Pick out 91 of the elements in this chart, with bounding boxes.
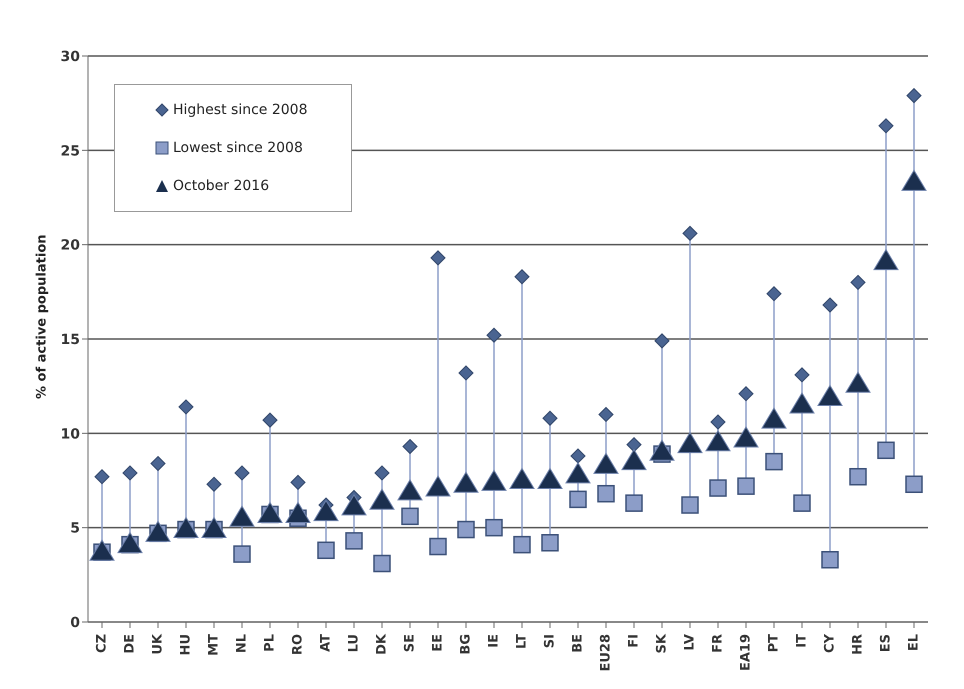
x-tick-label: DE bbox=[122, 634, 138, 654]
x-tick-label: SI bbox=[542, 634, 558, 648]
x-tick-label: RO bbox=[290, 634, 306, 656]
y-tick-label: 10 bbox=[60, 426, 80, 442]
y-tick-label: 25 bbox=[60, 143, 80, 160]
point bbox=[345, 532, 363, 550]
point bbox=[793, 494, 811, 512]
x-tick-label: PL bbox=[262, 634, 278, 652]
point bbox=[234, 465, 250, 480]
point bbox=[766, 286, 782, 302]
point bbox=[625, 494, 643, 512]
x-tick-label: IT bbox=[794, 634, 810, 648]
y-tick-label: 5 bbox=[70, 520, 80, 537]
point bbox=[206, 476, 222, 492]
point bbox=[458, 365, 474, 380]
x-tick-label: PT bbox=[766, 634, 782, 652]
x-tick-label: NL bbox=[234, 634, 250, 654]
y-tick-label: 30 bbox=[60, 48, 80, 65]
point bbox=[709, 479, 727, 497]
x-tick-label: FI bbox=[626, 634, 642, 648]
point bbox=[430, 250, 446, 266]
point bbox=[710, 414, 726, 430]
x-tick-label: BE bbox=[570, 634, 586, 653]
x-tick-label: MT bbox=[206, 634, 222, 656]
point bbox=[738, 386, 754, 402]
x-tick-label: ES bbox=[878, 634, 894, 652]
x-tick-label: CY bbox=[822, 633, 838, 653]
point bbox=[233, 545, 251, 563]
point bbox=[541, 534, 559, 552]
x-tick-label: LT bbox=[514, 634, 530, 649]
x-tick-label: FR bbox=[710, 634, 726, 653]
point bbox=[374, 465, 390, 480]
y-tick-label: 0 bbox=[70, 614, 80, 631]
x-tick-label: IE bbox=[486, 634, 502, 648]
x-tick-label: EE bbox=[430, 634, 446, 652]
point bbox=[178, 399, 194, 414]
point bbox=[485, 518, 503, 536]
point bbox=[849, 468, 867, 486]
y-tick-label: 20 bbox=[60, 238, 80, 254]
point bbox=[429, 538, 447, 556]
point bbox=[765, 452, 783, 470]
legend-label: Lowest since 2008 bbox=[172, 139, 304, 158]
x-tick-label: UK bbox=[150, 633, 166, 655]
x-tick-label: HR bbox=[850, 634, 866, 655]
point bbox=[514, 269, 530, 284]
y-tick-label: 15 bbox=[60, 332, 80, 348]
x-tick-label: BG bbox=[458, 634, 474, 655]
point bbox=[681, 496, 699, 514]
point bbox=[877, 442, 895, 460]
x-tick-label: LV bbox=[682, 634, 698, 651]
x-tick-label: EU28 bbox=[598, 634, 614, 672]
x-tick-label: SK bbox=[654, 633, 670, 654]
point bbox=[569, 490, 587, 508]
point bbox=[682, 226, 698, 241]
legend-label: Highest since 2008 bbox=[172, 101, 308, 120]
point bbox=[486, 328, 502, 343]
legend-label: October 2016 bbox=[172, 177, 270, 196]
point bbox=[122, 465, 138, 480]
x-tick-label: EA19 bbox=[738, 634, 754, 672]
point bbox=[850, 274, 866, 290]
point bbox=[262, 412, 278, 428]
point bbox=[905, 476, 923, 494]
x-tick-label: SE bbox=[402, 634, 418, 652]
point bbox=[598, 406, 614, 422]
point bbox=[457, 520, 475, 538]
point bbox=[822, 298, 838, 313]
point bbox=[94, 469, 110, 484]
point bbox=[402, 439, 418, 454]
x-tick-label: LU bbox=[346, 634, 362, 652]
point bbox=[150, 456, 166, 472]
point bbox=[597, 484, 615, 502]
point bbox=[794, 367, 810, 382]
point bbox=[373, 554, 391, 572]
point bbox=[821, 550, 839, 568]
point bbox=[570, 448, 586, 464]
point bbox=[878, 118, 894, 134]
x-tick-label: AT bbox=[318, 634, 334, 652]
point bbox=[513, 536, 531, 554]
point bbox=[290, 474, 306, 490]
x-tick-label: CZ bbox=[94, 634, 110, 653]
y-axis-title: % of active population bbox=[34, 234, 50, 399]
point bbox=[626, 437, 642, 452]
x-tick-label: EL bbox=[906, 634, 922, 652]
point bbox=[401, 508, 419, 526]
x-tick-label: DK bbox=[374, 633, 390, 655]
point bbox=[737, 477, 755, 495]
point bbox=[906, 88, 922, 104]
point bbox=[654, 333, 670, 348]
point bbox=[317, 542, 335, 560]
x-tick-label: HU bbox=[178, 634, 194, 656]
point bbox=[542, 410, 558, 426]
